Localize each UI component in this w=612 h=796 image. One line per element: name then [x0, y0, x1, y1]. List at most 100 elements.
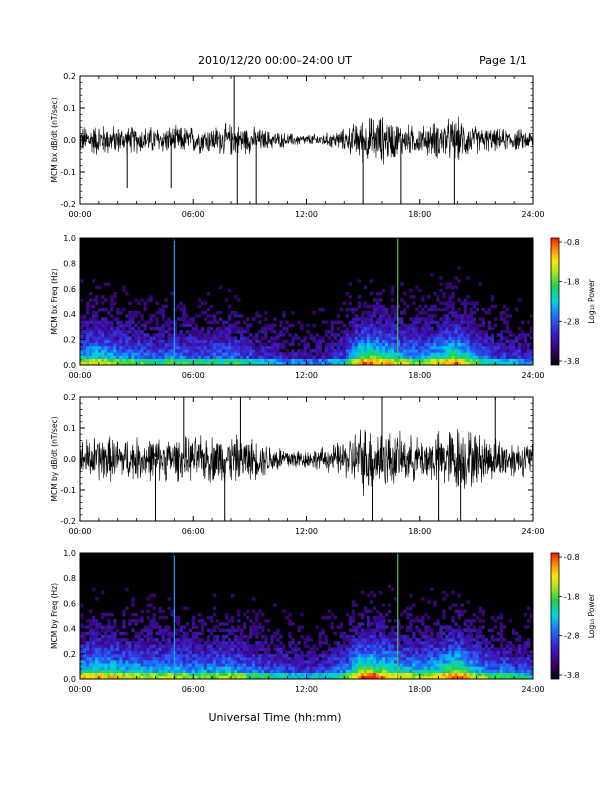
- spectrogram-cell: [86, 654, 89, 657]
- spectrogram-cell: [427, 660, 430, 663]
- spectrogram-cell: [497, 648, 500, 651]
- spectrogram-cell: [95, 597, 98, 600]
- spectrogram-cell: [418, 648, 421, 651]
- spectrogram-cell: [297, 660, 300, 663]
- spectrogram-cell: [409, 594, 412, 597]
- spectrogram-cell: [246, 349, 249, 352]
- spectrogram-cell: [370, 292, 373, 295]
- spectrogram-cell: [409, 644, 412, 647]
- spectrogram-cell: [418, 651, 421, 654]
- spectrogram-cell: [131, 666, 134, 669]
- spectrogram-cell: [171, 670, 174, 673]
- spectrogram-cell: [264, 333, 267, 336]
- spectrogram-cell: [485, 654, 488, 657]
- spectrogram-cell: [415, 660, 418, 663]
- spectrogram-cell: [107, 349, 110, 352]
- spectrogram-cell: [198, 333, 201, 336]
- spectrogram-cell: [282, 311, 285, 314]
- spectrogram-cell: [207, 327, 210, 330]
- spectrogram-cell: [183, 663, 186, 666]
- spectrogram-cell: [467, 638, 470, 641]
- spectrogram-cell: [436, 638, 439, 641]
- spectrogram-cell: [394, 336, 397, 339]
- spectrogram-cell: [470, 666, 473, 669]
- spectrogram-cell: [367, 629, 370, 632]
- spectrogram-cell: [270, 654, 273, 657]
- spectrogram-cell: [367, 673, 370, 676]
- spectrogram-cell: [255, 644, 258, 647]
- spectrogram-cell: [171, 663, 174, 666]
- spectrogram-cell: [424, 654, 427, 657]
- spectrogram-cell: [225, 321, 228, 324]
- spectrogram-cell: [225, 663, 228, 666]
- spectrogram-cell: [125, 632, 128, 635]
- spectrogram-cell: [128, 663, 131, 666]
- spectrogram-cell: [234, 648, 237, 651]
- spectrogram-cell: [189, 317, 192, 320]
- spectrogram-cell: [297, 670, 300, 673]
- spectrogram-cell: [98, 359, 101, 362]
- spectrogram-cell: [388, 673, 391, 676]
- spectrogram-cell: [382, 346, 385, 349]
- spectrogram-cell: [400, 651, 403, 654]
- spectrogram-cell: [430, 317, 433, 320]
- spectrogram-cell: [325, 635, 328, 638]
- spectrogram-cell: [382, 603, 385, 606]
- spectrogram-cell: [518, 352, 521, 355]
- spectrogram-cell: [337, 654, 340, 657]
- spectrogram-cell: [125, 336, 128, 339]
- spectrogram-cell: [343, 654, 346, 657]
- spectrogram-cell: [152, 616, 155, 619]
- spectrogram-cell: [400, 359, 403, 362]
- spectrogram-cell: [204, 359, 207, 362]
- spectrogram-cell: [421, 327, 424, 330]
- spectrogram-cell: [180, 641, 183, 644]
- spectrogram-cell: [394, 340, 397, 343]
- spectrogram-cell: [237, 619, 240, 622]
- spectrogram-cell: [361, 648, 364, 651]
- spectrogram-cell: [343, 352, 346, 355]
- spectrogram-cell: [249, 663, 252, 666]
- spectrogram-cell: [382, 324, 385, 327]
- spectrogram-cell: [264, 660, 267, 663]
- spectrogram-cell: [379, 352, 382, 355]
- spectrogram-cell: [346, 359, 349, 362]
- x-tick-label: 00:00: [68, 527, 91, 536]
- spectrogram-cell: [168, 355, 171, 358]
- spectrogram-cell: [331, 327, 334, 330]
- spectrogram-cell: [527, 666, 530, 669]
- spectrogram-cell: [527, 352, 530, 355]
- spectrogram-cell: [373, 314, 376, 317]
- spectrogram-cell: [494, 343, 497, 346]
- spectrogram-cell: [228, 619, 231, 622]
- spectrogram-cell: [325, 660, 328, 663]
- spectrogram-cell: [376, 666, 379, 669]
- spectrogram-cell: [204, 302, 207, 305]
- spectrogram-cell: [445, 359, 448, 362]
- spectrogram-cell: [165, 321, 168, 324]
- spectrogram-cell: [467, 336, 470, 339]
- spectrogram-cell: [316, 625, 319, 628]
- spectrogram-cell: [518, 327, 521, 330]
- spectrogram-cell: [122, 340, 125, 343]
- spectrogram-cell: [521, 346, 524, 349]
- spectrogram-cell: [448, 286, 451, 289]
- spectrogram-cell: [406, 346, 409, 349]
- spectrogram-cell: [92, 324, 95, 327]
- spectrogram-cell: [343, 657, 346, 660]
- spectrogram-cell: [479, 625, 482, 628]
- spectrogram-cell: [322, 670, 325, 673]
- spectrogram-cell: [125, 648, 128, 651]
- spectrogram-cell: [370, 349, 373, 352]
- spectrogram-cell: [418, 305, 421, 308]
- spectrogram-cell: [421, 597, 424, 600]
- spectrogram-cell: [364, 340, 367, 343]
- spectrogram-cell: [527, 346, 530, 349]
- spectrogram-cell: [92, 588, 95, 591]
- spectrogram-cell: [439, 355, 442, 358]
- spectrogram-cell: [113, 663, 116, 666]
- spectrogram-cell: [319, 346, 322, 349]
- spectrogram-cell: [98, 346, 101, 349]
- spectrogram-cell: [512, 666, 515, 669]
